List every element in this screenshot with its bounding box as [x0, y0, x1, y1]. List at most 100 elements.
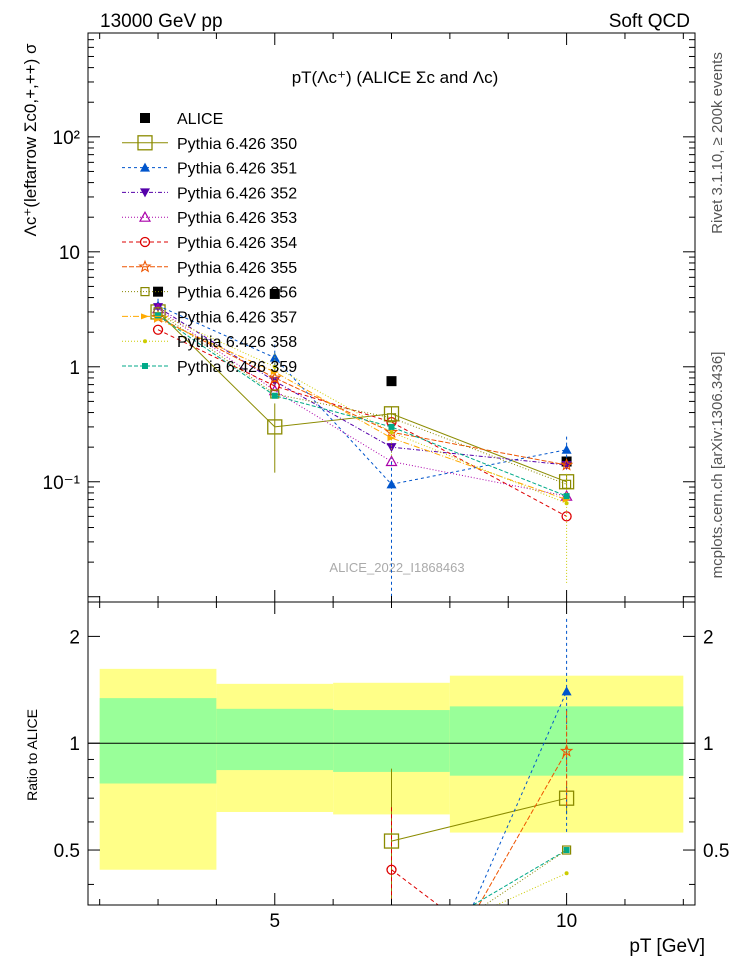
ratio-line: [472, 849, 567, 905]
series-pythia-6-426-353: [152, 302, 573, 501]
ratio-line: [391, 869, 439, 905]
y-tick-label: 10: [59, 243, 80, 264]
data-point: [564, 501, 569, 506]
ratio-y-tick-label-right: 2: [703, 627, 714, 648]
series-pythia-6-426-354: [152, 324, 572, 522]
series-pythia-6-426-352: [153, 303, 572, 470]
legend-label: Pythia 6.426 354: [177, 235, 297, 252]
ratio-series-pythia-6-426-359: [472, 847, 570, 905]
ratio-y-tick-label-right: 1: [703, 734, 714, 755]
data-point: [386, 479, 397, 489]
ratio-point: [386, 864, 397, 875]
legend-marker: [140, 113, 150, 123]
legend-marker: [138, 210, 152, 222]
legend-marker: [142, 363, 148, 369]
ratio-point: [564, 871, 569, 876]
series-line-pythia-6-426-352: [157, 306, 567, 466]
data-point: [383, 406, 400, 422]
data-point: [387, 435, 396, 442]
legend-label: Pythia 6.426 356: [177, 285, 297, 302]
energy-label: 13000 GeV pp: [100, 11, 223, 32]
data-point: [385, 455, 398, 467]
legend-marker: [139, 236, 151, 248]
chart-title: pT(Λc⁺) (ALICE Σc and Λc): [292, 68, 499, 87]
series-line-pythia-6-426-357: [157, 318, 567, 501]
data-point: [272, 364, 277, 369]
main-panel: pT(Λc⁺) (ALICE Σc and Λc) ALICE_2022_I18…: [21, 32, 696, 603]
legend-marker: [137, 135, 153, 151]
ratio-series-pythia-6-426-356: [484, 845, 572, 905]
ratio-point: [561, 686, 572, 696]
ratio-line: [496, 872, 567, 905]
source-label: mcplots.cern.ch [arXiv:1306.3436]: [709, 352, 726, 579]
legend-item-pythia-6-426-354: Pythia 6.426 354: [122, 235, 297, 252]
legend-label: Pythia 6.426 350: [177, 136, 297, 153]
y-tick-label: 10⁻¹: [43, 473, 81, 494]
legend-label: ALICE: [177, 111, 223, 128]
data-point: [563, 493, 570, 500]
ratio-point: [563, 847, 570, 854]
series-line-pythia-6-426-359: [157, 314, 567, 497]
legend-item-pythia-6-426-356: Pythia 6.426 356: [122, 285, 297, 302]
legend: ALICE Pythia 6.426 350 Pythia 6.426 351 Pyt…: [122, 111, 297, 376]
x-tick-label: 10: [556, 911, 577, 932]
legend-label: Pythia 6.426 357: [177, 309, 297, 326]
legend-item-pythia-6-426-355: Pythia 6.426 355: [122, 259, 297, 277]
legend-label: Pythia 6.426 355: [177, 260, 297, 277]
ratio-series-pythia-6-426-358: [496, 871, 569, 905]
ratio-series-pythia-6-426-354: [386, 807, 439, 905]
ratio-line: [484, 849, 567, 905]
data-point: [152, 324, 164, 335]
ratio-y-tick-label: 1: [69, 734, 80, 755]
data-point: [388, 423, 395, 430]
legend-item-pythia-6-426-358: Pythia 6.426 358: [122, 334, 297, 351]
legend-label: Pythia 6.426 351: [177, 161, 297, 178]
legend-marker: [140, 162, 150, 172]
legend-marker: [140, 188, 150, 198]
series-line-pythia-6-426-355: [157, 316, 567, 466]
data-point: [271, 392, 278, 399]
ratio-y-axis-label: Ratio to ALICE: [24, 709, 40, 801]
series-line-pythia-6-426-358: [157, 313, 567, 504]
ratio-panel: 5 10 0.5 0.5 1 1 2 2 Ratio to ALICE pT [GeV]: [24, 601, 729, 957]
stat-uncertainty-band: [216, 708, 334, 771]
ratio-point: [383, 833, 400, 849]
data-point: [267, 419, 283, 435]
legend-item-alice: ALICE: [140, 111, 223, 128]
x-axis-label: pT [GeV]: [629, 936, 705, 957]
legend-label: Pythia 6.426 358: [177, 334, 297, 351]
series-line-pythia-6-426-353: [157, 308, 567, 497]
legend-label: Pythia 6.426 353: [177, 210, 297, 227]
data-point: [561, 511, 572, 522]
stat-uncertainty-band: [333, 710, 450, 772]
data-point: [269, 288, 280, 299]
legend-marker: [143, 339, 147, 344]
ratio-point: [561, 845, 572, 855]
series-line-pythia-6-426-350: [157, 311, 567, 483]
legend-item-pythia-6-426-352: Pythia 6.426 352: [122, 185, 297, 202]
legend-marker: [140, 287, 150, 297]
ratio-series-pythia-6-426-351: [472, 618, 572, 905]
ratio-line: [478, 750, 568, 905]
legend-item-pythia-6-426-359: Pythia 6.426 359: [122, 359, 297, 376]
series-pythia-6-426-350: [150, 304, 575, 490]
data-point: [559, 457, 574, 471]
legend-item-pythia-6-426-351: Pythia 6.426 351: [122, 161, 297, 178]
stat-uncertainty-band: [99, 698, 217, 784]
legend-item-pythia-6-426-350: Pythia 6.426 350: [122, 135, 297, 153]
legend-item-pythia-6-426-353: Pythia 6.426 353: [122, 210, 297, 227]
ratio-y-tick-label-right: 0.5: [703, 841, 729, 862]
data-point: [386, 376, 397, 387]
ratio-line: [472, 691, 568, 905]
data-point: [386, 443, 397, 453]
x-tick-label: 5: [269, 911, 280, 932]
legend-label: Pythia 6.426 359: [177, 359, 297, 376]
series-pythia-6-426-359: [155, 312, 570, 500]
ratio-y-tick-label: 2: [69, 627, 80, 648]
y-tick-label: 10²: [53, 128, 80, 149]
process-label: Soft QCD: [609, 11, 690, 32]
data-point: [384, 425, 399, 438]
y-axis-label: Λc⁺(leftarrow Σc0,+,++) σ: [21, 43, 40, 236]
ratio-line: [391, 797, 567, 842]
